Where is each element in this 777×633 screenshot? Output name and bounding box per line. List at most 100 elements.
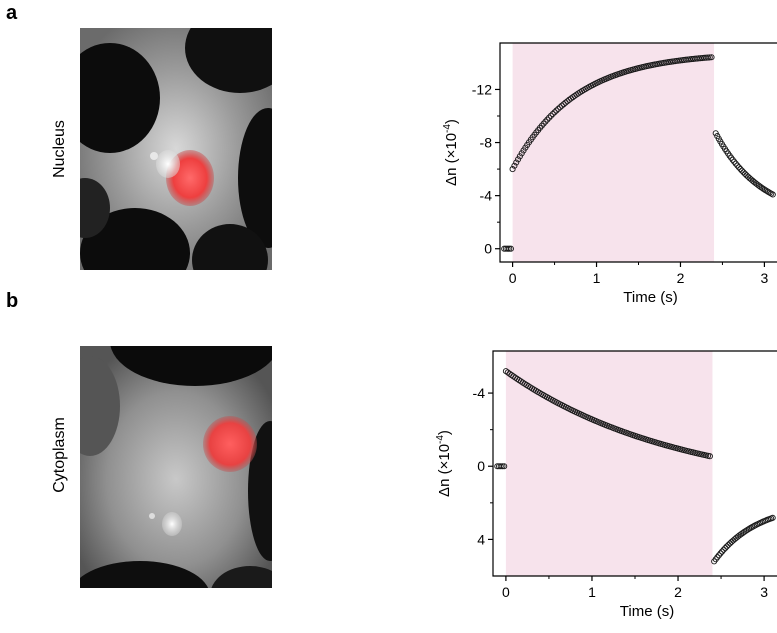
data-point [758,184,766,191]
data-point [652,439,659,446]
data-point [540,392,547,399]
side-label-cytoplasm: Cytoplasm [51,417,68,493]
data-point [588,82,595,89]
data-point [628,431,635,438]
data-point [701,451,708,459]
data-point [675,57,682,64]
data-point [530,386,538,393]
data-point [728,538,735,545]
data-point [597,78,604,85]
data-point [588,416,596,423]
data-point [581,412,588,420]
data-point [529,385,536,392]
data-point [655,60,662,67]
data-point [629,66,637,73]
data-point [731,536,738,543]
data-point [706,54,713,61]
data-point [671,444,678,451]
data-point [637,434,644,441]
data-point [760,185,767,192]
data-point [739,529,746,537]
data-point [535,127,542,134]
data-point [575,90,582,97]
data-point [532,387,539,394]
data-point [560,101,567,108]
data-point [682,56,690,63]
x-tick-label: 2 [677,270,685,286]
data-point [680,447,687,454]
data-point [524,141,531,148]
data-point [602,421,609,428]
data-point [679,57,686,64]
data-point [575,410,582,417]
data-point [641,435,648,442]
data-point [769,514,776,521]
data-point [737,165,744,173]
data-point [726,152,733,159]
data-point [624,68,631,75]
y-axis-label: Δn (×10-4) [442,119,460,186]
data-point [520,147,527,154]
data-point [617,70,624,77]
data-point [617,427,624,434]
x-tick-label: 1 [593,270,601,286]
data-point [504,369,511,376]
data-point [624,430,631,437]
data-point [602,75,609,82]
data-point [714,133,721,140]
data-point [569,94,576,101]
y-tick-label: -12 [472,81,492,97]
data-point [598,420,605,427]
data-point [714,554,721,561]
data-point [729,156,736,163]
data-point [546,114,553,121]
data-point [693,55,700,62]
data-point [726,540,734,547]
data-point [511,162,518,169]
data-point [501,245,508,252]
data-point [723,543,730,550]
data-point [704,452,712,459]
data-point [626,67,633,74]
data-point [536,124,544,131]
data-point [523,381,530,388]
data-point [544,116,551,123]
data-point [752,180,759,187]
data-point [757,183,764,190]
data-point [551,109,558,116]
data-point [742,527,749,534]
data-point [542,393,549,400]
data-point [715,135,722,142]
data-point [720,546,727,553]
data-point [654,439,661,446]
data-point [542,118,549,125]
data-point [738,167,745,174]
data-point [553,107,560,114]
data-point [579,412,586,419]
x-tick-label: 2 [674,584,682,600]
data-point [517,378,524,385]
y-axis-label: Δn (×10-4) [435,430,453,497]
data-point [695,55,702,62]
data-point [519,379,526,386]
data-point [760,518,767,525]
data-point [701,54,708,61]
data-point [613,426,620,433]
data-point [633,65,640,72]
data-point [549,110,556,118]
data-point [598,77,606,84]
data-point [633,433,640,440]
data-point [675,445,682,452]
data-point [686,448,693,455]
data-point [732,160,739,167]
data-point [755,520,762,527]
y-tick-label: -4 [480,188,493,204]
data-point [549,397,556,404]
data-point [515,377,523,384]
data-point [666,58,673,65]
data-point [538,390,545,398]
data-point [667,443,674,450]
data-point [540,120,547,127]
data-point [584,84,591,91]
x-tick-label: 0 [502,584,510,600]
